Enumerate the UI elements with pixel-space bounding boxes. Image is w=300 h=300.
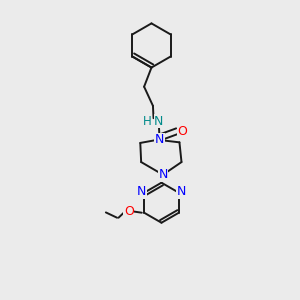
Text: H: H xyxy=(143,115,152,128)
Text: N: N xyxy=(176,185,186,198)
Text: O: O xyxy=(124,205,134,218)
Text: N: N xyxy=(137,185,146,198)
Text: N: N xyxy=(155,134,164,146)
Text: O: O xyxy=(177,125,187,138)
Text: N: N xyxy=(158,168,168,181)
Text: N: N xyxy=(154,115,164,128)
